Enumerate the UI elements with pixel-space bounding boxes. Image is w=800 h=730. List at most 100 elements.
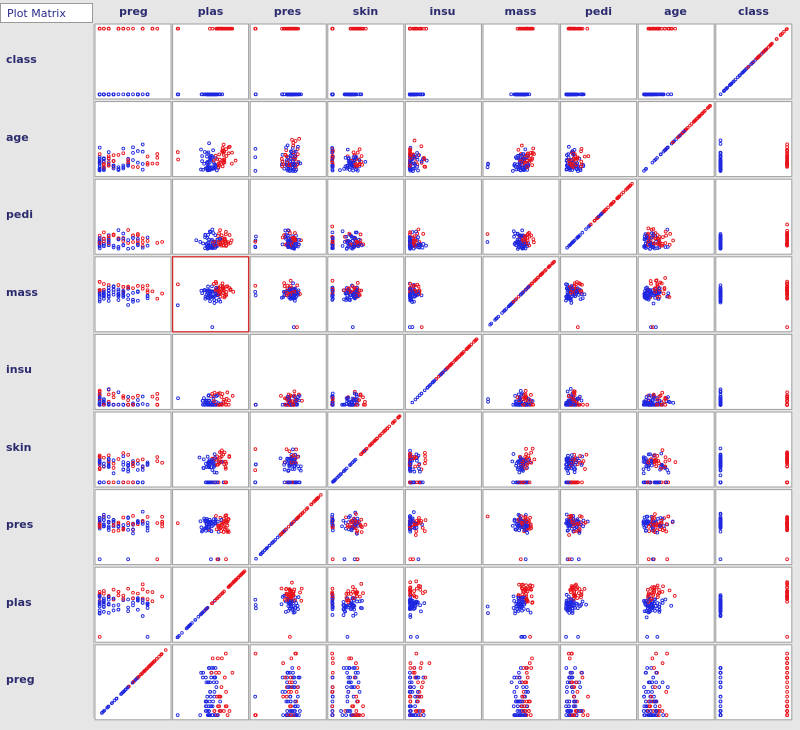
scatter-cell-skin-insu[interactable] (404, 411, 482, 488)
scatter-cell-age-pedi[interactable] (560, 101, 638, 178)
data-point (286, 228, 290, 233)
scatter-cell-insu-class[interactable] (715, 333, 793, 410)
scatter-cell-insu-pres[interactable] (249, 333, 327, 410)
data-point (97, 166, 102, 171)
data-point (208, 156, 212, 161)
scatter-cell-class-class[interactable] (715, 23, 793, 100)
scatter-cell-skin-age[interactable] (637, 411, 715, 488)
scatter-cell-class-pres[interactable] (249, 23, 327, 100)
data-point (121, 239, 126, 243)
data-point (126, 26, 130, 31)
scatter-cell-skin-skin[interactable] (327, 411, 405, 488)
data-point (524, 155, 529, 160)
data-point (289, 242, 294, 247)
scatter-cell-pedi-skin[interactable] (327, 178, 405, 255)
column-label-pedi: pedi (585, 5, 612, 18)
data-point (565, 153, 569, 157)
scatter-cell-mass-preg[interactable] (94, 256, 172, 333)
scatter-cell-mass-mass[interactable] (482, 256, 560, 333)
scatter-cell-insu-pedi[interactable] (560, 333, 638, 410)
scatter-cell-class-plas[interactable] (172, 23, 250, 100)
scatter-cell-class-preg[interactable] (94, 23, 172, 100)
scatter-cell-pres-pres[interactable] (249, 489, 327, 566)
data-point (586, 154, 591, 158)
scatter-cell-insu-skin[interactable] (327, 333, 405, 410)
scatter-cell-skin-preg[interactable] (94, 411, 172, 488)
scatter-cell-pedi-mass[interactable] (482, 178, 560, 255)
data-point (407, 167, 412, 172)
data-point (352, 158, 357, 163)
data-point (785, 27, 789, 31)
data-point (219, 26, 224, 31)
scatter-cell-pres-preg[interactable] (94, 489, 172, 566)
scatter-cell-age-preg[interactable] (94, 101, 172, 178)
data-point (131, 236, 135, 240)
scatter-cell-skin-pedi[interactable] (560, 411, 638, 488)
data-point (131, 92, 135, 97)
scatter-cell-age-age[interactable] (637, 101, 715, 178)
data-point (718, 138, 723, 143)
data-point (718, 168, 723, 172)
scatter-cell-skin-plas[interactable] (172, 411, 250, 488)
scatter-cell-pedi-insu[interactable] (404, 178, 482, 255)
scatter-cell-insu-insu[interactable] (404, 333, 482, 410)
data-point (229, 161, 234, 166)
scatter-cell-skin-class[interactable] (715, 411, 793, 488)
scatter-cell-pres-insu[interactable] (404, 489, 482, 566)
scatter-cell-mass-insu[interactable] (404, 256, 482, 333)
scatter-cell-mass-plas[interactable] (171, 256, 250, 333)
data-point (140, 162, 145, 166)
data-point (688, 123, 692, 128)
data-point (664, 147, 668, 151)
cell-border (94, 23, 172, 100)
scatter-cell-mass-age[interactable] (637, 256, 715, 333)
scatter-cell-class-mass[interactable] (482, 23, 560, 100)
scatter-cell-pedi-pedi[interactable] (560, 178, 638, 255)
scatter-cell-pedi-plas[interactable] (172, 178, 250, 255)
data-point (116, 237, 121, 242)
data-point (121, 165, 126, 170)
data-point (219, 233, 224, 238)
scatter-cell-pres-plas[interactable] (172, 489, 250, 566)
scatter-cell-pres-skin[interactable] (327, 489, 405, 566)
scatter-cell-mass-class[interactable] (715, 256, 793, 333)
data-point (357, 162, 361, 167)
scatter-cell-pedi-age[interactable] (637, 178, 715, 255)
data-point (97, 168, 102, 173)
scatter-cell-class-skin[interactable] (327, 23, 405, 100)
scatter-cell-age-pres[interactable] (249, 101, 327, 178)
scatter-cell-insu-mass[interactable] (482, 333, 560, 410)
scatter-cell-class-pedi[interactable] (560, 23, 638, 100)
data-point (330, 150, 334, 155)
data-point (566, 144, 571, 149)
data-point (347, 168, 352, 172)
data-point (364, 26, 368, 31)
scatter-cell-insu-plas[interactable] (172, 333, 250, 410)
scatter-cell-skin-mass[interactable] (482, 411, 560, 488)
scatter-cell-mass-skin[interactable] (327, 256, 405, 333)
scatter-cell-class-age[interactable] (637, 23, 715, 100)
data-point (131, 165, 135, 169)
scatter-cell-age-insu[interactable] (404, 101, 482, 178)
data-point (223, 236, 227, 241)
scatter-cell-mass-pedi[interactable] (560, 256, 638, 333)
data-point (155, 155, 160, 160)
scatter-cell-pedi-preg[interactable] (94, 178, 172, 255)
scatter-cell-pedi-pres[interactable] (249, 178, 327, 255)
row-label-preg: preg (6, 673, 35, 686)
scatter-cell-pedi-class[interactable] (715, 178, 793, 255)
scatter-cell-mass-pres[interactable] (249, 256, 327, 333)
scatter-cell-insu-age[interactable] (637, 333, 715, 410)
scatter-cell-age-skin[interactable] (327, 101, 405, 178)
scatter-cell-age-plas[interactable] (172, 101, 250, 178)
scatter-cell-age-class[interactable] (715, 101, 793, 178)
scatter-cell-class-insu[interactable] (404, 23, 482, 100)
data-point (571, 152, 576, 157)
scatter-cell-skin-pres[interactable] (249, 411, 327, 488)
data-point (359, 154, 364, 158)
scatter-cell-insu-preg[interactable] (94, 333, 172, 410)
data-point (526, 26, 531, 31)
scatter-cell-age-mass[interactable] (482, 101, 560, 178)
data-point (289, 149, 293, 154)
data-point (106, 26, 111, 31)
